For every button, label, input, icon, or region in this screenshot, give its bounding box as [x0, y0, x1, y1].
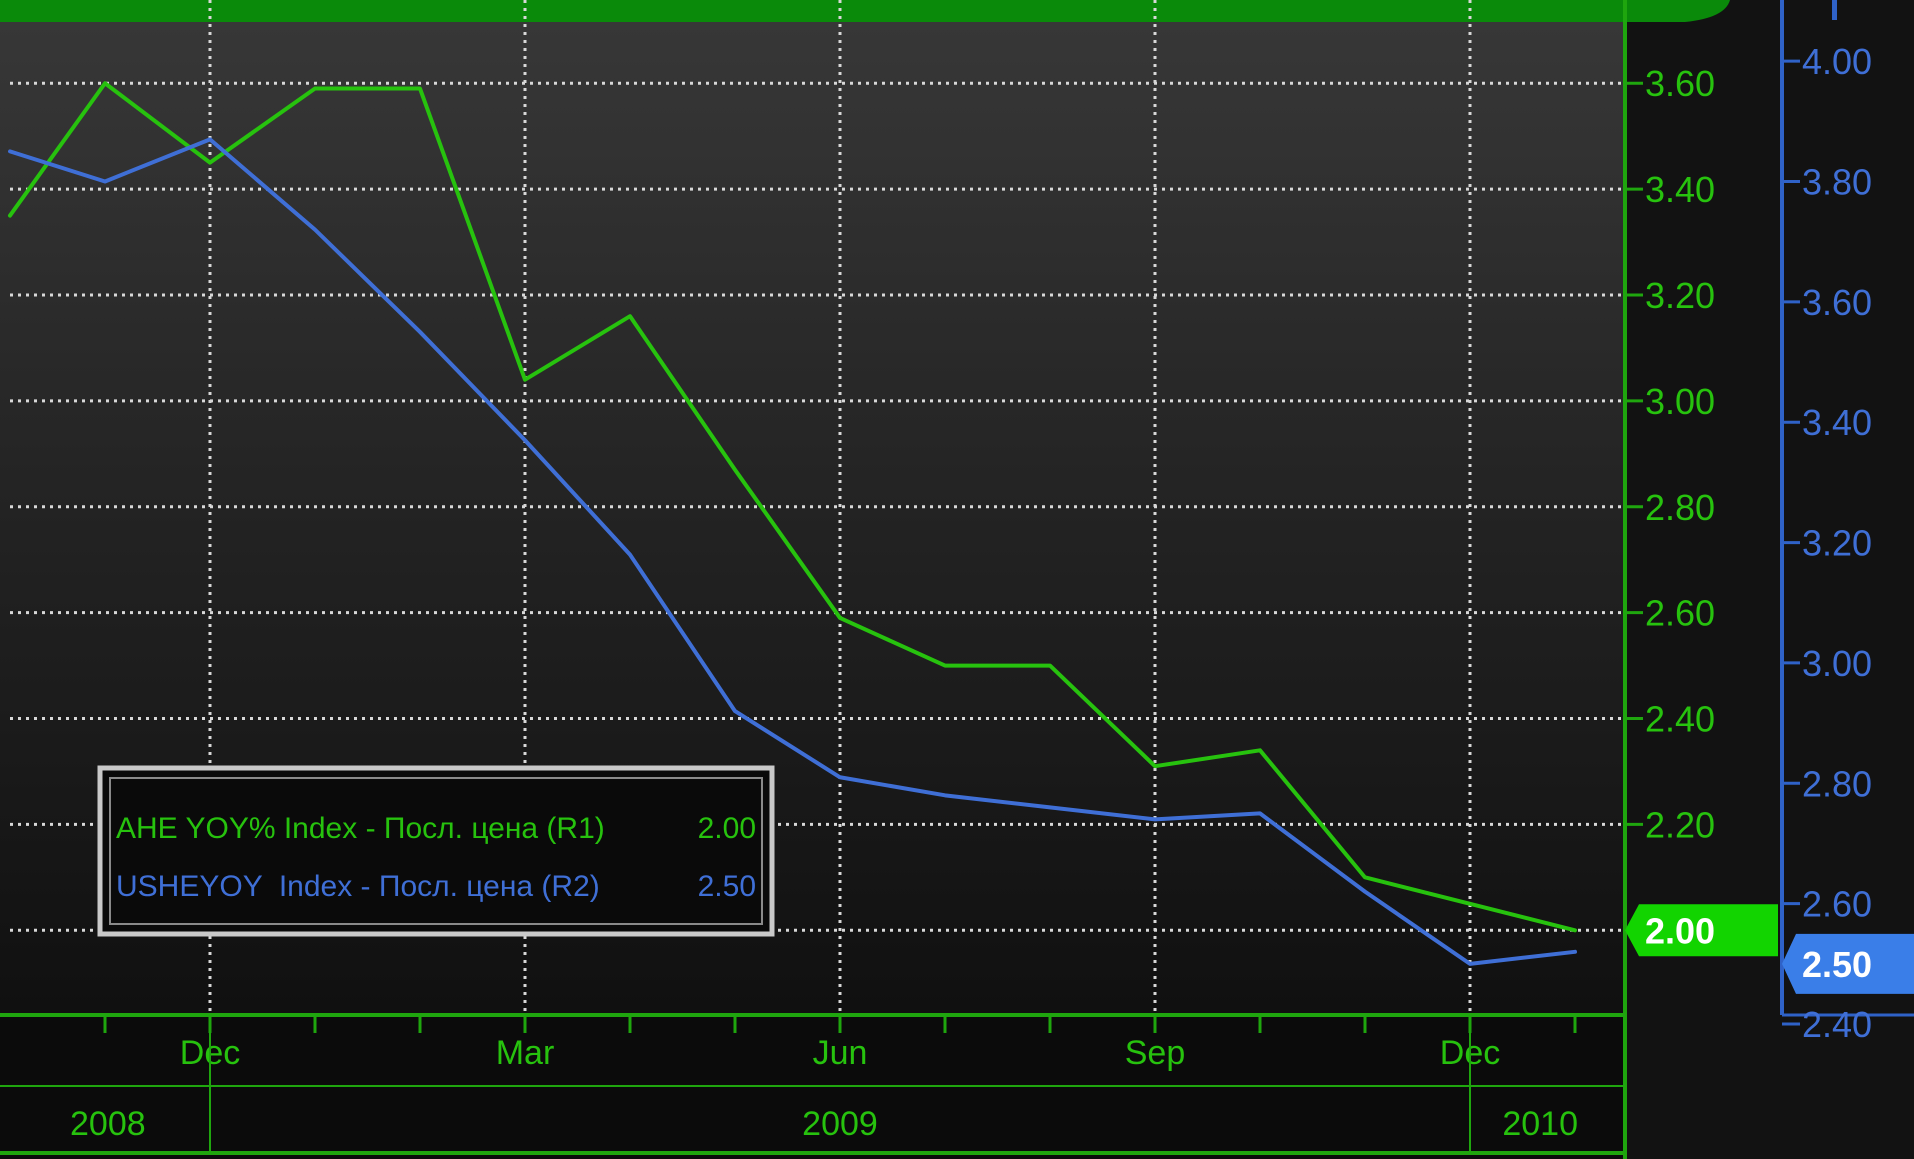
r2-tick-label: 3.60	[1802, 282, 1872, 323]
legend-inner-border	[109, 777, 763, 925]
r2-last-value-tag	[1782, 933, 1914, 994]
legend-entry-1-value: 2.00	[698, 812, 756, 845]
r1-tick-label: 3.00	[1645, 381, 1715, 422]
legend-entry-2-text: USHEYOY Index - Посл. цена (R2)	[116, 870, 600, 903]
x-tick-label: Sep	[1125, 1034, 1186, 1072]
r1-tick-label: 2.60	[1645, 593, 1715, 634]
year-label: 2008	[70, 1105, 146, 1143]
r1-axis-ticks: 3.60 3.40 3.20 3.00 2.80 2.60 2.40 2.20	[1625, 63, 1715, 845]
year-label: 2009	[802, 1105, 878, 1143]
r1-tick-label: 2.80	[1645, 487, 1715, 528]
r2-tick-label: 4.00	[1802, 41, 1872, 82]
r2-last-value-label: 2.50	[1802, 944, 1872, 985]
r1-tick-label: 3.20	[1645, 275, 1715, 316]
r1-last-value-tag	[1625, 904, 1778, 957]
r2-axis-ticks: 4.00 3.80 3.60 3.40 3.20 3.00 2.80 2.60 2.40	[1782, 41, 1872, 1045]
last-value-tags: 2.00 2.50	[1625, 904, 1914, 994]
r2-tick-label: 2.60	[1802, 884, 1872, 925]
r1-last-value-label: 2.00	[1645, 910, 1715, 951]
grid	[10, 0, 1625, 1015]
r2-tick-label: 2.80	[1802, 763, 1872, 804]
series-line-r1	[8, 81, 1577, 933]
r2-tick-label: 3.40	[1802, 402, 1872, 443]
legend: AHE YOY% Index - Посл. цена (R1) 2.00 US…	[97, 765, 775, 937]
r1-tick-label: 2.40	[1645, 699, 1715, 740]
top-right-marker	[1832, 0, 1837, 20]
x-tick-label: Mar	[496, 1034, 555, 1072]
r1-tick-label: 2.20	[1645, 804, 1715, 845]
r1-tick-label: 3.60	[1645, 63, 1715, 104]
legend-entry-1-text: AHE YOY% Index - Посл. цена (R1)	[116, 812, 605, 845]
legend-entry-2-value: 2.50	[698, 870, 756, 903]
r1-tick-label: 3.40	[1645, 169, 1715, 210]
r2-tick-label: 3.80	[1802, 161, 1872, 202]
year-label: 2010	[1502, 1105, 1578, 1143]
r2-tick-label: 3.20	[1802, 523, 1872, 564]
r2-tick-label: 2.40	[1802, 1004, 1872, 1045]
series-line-r2	[8, 137, 1577, 966]
top-banner	[0, 0, 1730, 22]
legend-box	[97, 765, 775, 937]
r2-tick-label: 3.00	[1802, 643, 1872, 684]
series-lines	[8, 81, 1577, 966]
x-tick-label: Jun	[813, 1034, 868, 1072]
